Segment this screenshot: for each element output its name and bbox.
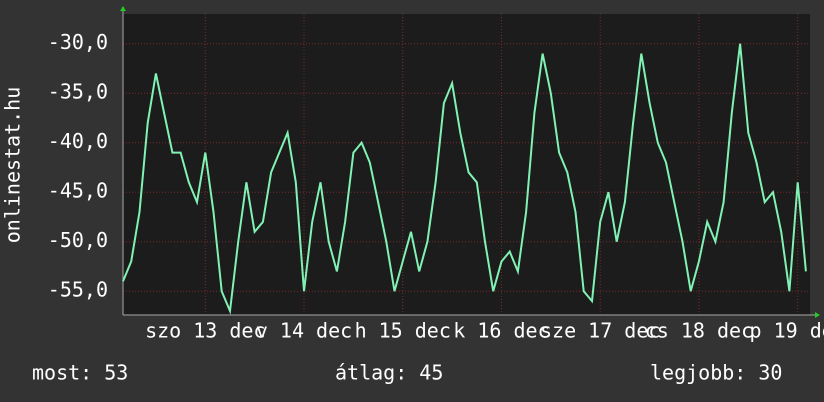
y-tick-label: -50,0 [48,228,108,252]
y-tick-label: -30,0 [48,30,108,54]
data-line [122,43,807,315]
y-tick-label: -40,0 [48,129,108,153]
x-tick-label: v 14 dec [256,319,352,343]
x-tick-label: h 15 dec [355,319,451,343]
y-tick-label: -55,0 [48,278,108,302]
x-tick-label: szo 13 dec [145,319,265,343]
footer-best: legjobb: 30 [650,361,782,385]
x-tick-label: k 16 dec [453,319,549,343]
axis-arrow [120,6,126,11]
y-tick-label: -35,0 [48,80,108,104]
footer-average: átlag: 45 [335,361,443,385]
footer-current: most: 53 [32,361,128,385]
x-tick-label: p 19 dec [749,319,824,343]
axis-arrow [815,312,820,318]
y-tick-label: -45,0 [48,179,108,203]
x-tick-label: cs 18 dec [645,319,753,343]
y-axis-label: onlinestat.hu [1,87,25,244]
x-tick-label: sze 17 dec [540,319,660,343]
